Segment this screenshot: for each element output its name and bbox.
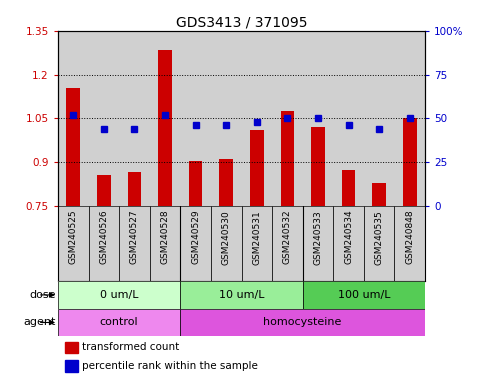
- Bar: [180, 31, 211, 206]
- Bar: [58, 31, 88, 206]
- Text: GSM240526: GSM240526: [99, 210, 108, 265]
- Bar: [333, 31, 364, 206]
- Bar: [303, 31, 333, 206]
- Bar: [180, 309, 425, 336]
- Bar: [250, 130, 264, 206]
- Bar: [395, 31, 425, 206]
- Bar: [242, 206, 272, 281]
- Bar: [311, 127, 325, 206]
- Text: GSM240534: GSM240534: [344, 210, 353, 265]
- Text: percentile rank within the sample: percentile rank within the sample: [82, 361, 258, 371]
- Bar: [341, 169, 355, 206]
- Text: GSM240532: GSM240532: [283, 210, 292, 265]
- Bar: [180, 206, 211, 281]
- Bar: [150, 31, 180, 206]
- Bar: [58, 281, 180, 309]
- Bar: [272, 206, 303, 281]
- Bar: [88, 31, 119, 206]
- Bar: [281, 111, 294, 206]
- Bar: [372, 183, 386, 206]
- Bar: [272, 31, 303, 206]
- Bar: [219, 159, 233, 206]
- Text: dose: dose: [29, 290, 56, 300]
- Bar: [119, 206, 150, 281]
- Bar: [65, 342, 78, 353]
- Bar: [403, 118, 417, 206]
- Title: GDS3413 / 371095: GDS3413 / 371095: [176, 16, 307, 30]
- Text: control: control: [100, 318, 139, 328]
- Text: 0 um/L: 0 um/L: [100, 290, 139, 300]
- Bar: [211, 206, 242, 281]
- Text: GSM240530: GSM240530: [222, 210, 231, 265]
- Text: homocysteine: homocysteine: [264, 318, 342, 328]
- Bar: [395, 206, 425, 281]
- Text: GSM240533: GSM240533: [313, 210, 323, 265]
- Bar: [242, 31, 272, 206]
- Text: GSM240527: GSM240527: [130, 210, 139, 265]
- Bar: [66, 88, 80, 206]
- Text: 100 um/L: 100 um/L: [338, 290, 390, 300]
- Bar: [128, 172, 142, 206]
- Bar: [180, 281, 303, 309]
- Text: transformed count: transformed count: [82, 343, 179, 353]
- Bar: [364, 31, 395, 206]
- Bar: [58, 309, 180, 336]
- Bar: [65, 360, 78, 371]
- Bar: [119, 31, 150, 206]
- Text: GSM240531: GSM240531: [252, 210, 261, 265]
- Bar: [303, 206, 333, 281]
- Text: agent: agent: [24, 318, 56, 328]
- Text: 10 um/L: 10 um/L: [219, 290, 264, 300]
- Bar: [158, 50, 172, 206]
- Text: GSM240848: GSM240848: [405, 210, 414, 265]
- Bar: [303, 281, 425, 309]
- Bar: [97, 175, 111, 206]
- Bar: [333, 206, 364, 281]
- Bar: [189, 161, 202, 206]
- Bar: [150, 206, 180, 281]
- Bar: [211, 31, 242, 206]
- Bar: [88, 206, 119, 281]
- Text: GSM240529: GSM240529: [191, 210, 200, 265]
- Bar: [364, 206, 395, 281]
- Text: GSM240535: GSM240535: [375, 210, 384, 265]
- Text: GSM240528: GSM240528: [160, 210, 170, 265]
- Text: GSM240525: GSM240525: [69, 210, 78, 265]
- Bar: [58, 206, 88, 281]
